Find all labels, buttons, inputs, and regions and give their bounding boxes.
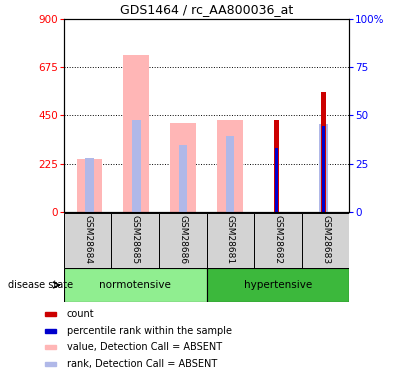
FancyBboxPatch shape	[302, 213, 349, 268]
Text: GSM28681: GSM28681	[226, 215, 235, 264]
Bar	[179, 146, 187, 212]
FancyBboxPatch shape	[64, 268, 206, 302]
Bar	[45, 312, 55, 316]
Bar	[217, 120, 243, 212]
FancyBboxPatch shape	[254, 213, 302, 268]
Text: GSM28682: GSM28682	[273, 215, 282, 264]
Text: disease state: disease state	[8, 280, 73, 290]
Bar	[226, 136, 234, 212]
Bar	[132, 120, 141, 212]
Bar	[322, 126, 325, 212]
Bar	[77, 159, 102, 212]
Text: value, Detection Call = ABSENT: value, Detection Call = ABSENT	[67, 342, 222, 352]
Text: GSM28686: GSM28686	[178, 215, 187, 264]
Text: normotensive: normotensive	[99, 280, 171, 290]
Bar	[170, 123, 196, 212]
Bar	[123, 55, 149, 212]
Bar	[319, 124, 328, 212]
Bar	[45, 362, 55, 366]
FancyBboxPatch shape	[64, 213, 111, 268]
Bar	[275, 147, 278, 212]
FancyBboxPatch shape	[159, 213, 206, 268]
Text: percentile rank within the sample: percentile rank within the sample	[67, 326, 231, 336]
FancyBboxPatch shape	[206, 213, 254, 268]
Text: GSM28683: GSM28683	[321, 215, 330, 264]
Bar	[321, 92, 326, 212]
Bar	[275, 120, 279, 212]
FancyBboxPatch shape	[111, 213, 159, 268]
FancyBboxPatch shape	[206, 268, 349, 302]
Bar	[45, 329, 55, 333]
Text: rank, Detection Call = ABSENT: rank, Detection Call = ABSENT	[67, 359, 217, 369]
Text: count: count	[67, 309, 94, 319]
Bar	[85, 158, 94, 212]
Text: hypertensive: hypertensive	[244, 280, 312, 290]
Bar	[45, 345, 55, 349]
Title: GDS1464 / rc_AA800036_at: GDS1464 / rc_AA800036_at	[120, 3, 293, 16]
Text: GSM28684: GSM28684	[83, 215, 92, 264]
Text: GSM28685: GSM28685	[131, 215, 140, 264]
